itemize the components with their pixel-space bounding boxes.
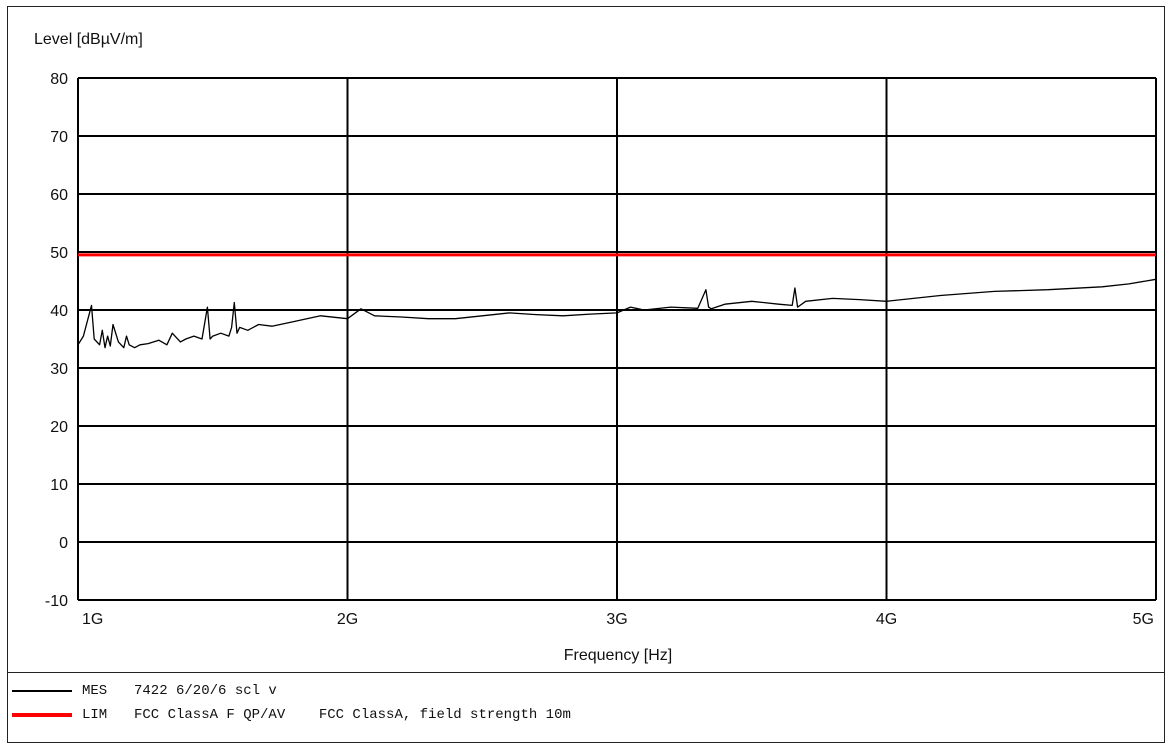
x-tick-label: 4G — [876, 611, 897, 628]
legend-swatch-mes — [12, 690, 72, 692]
y-tick-label: 20 — [50, 419, 68, 436]
y-tick-label: -10 — [45, 593, 68, 610]
legend-code-lim: LIM — [82, 707, 108, 723]
x-tick-label: 5G — [1133, 611, 1154, 628]
y-tick-label: 60 — [50, 187, 68, 204]
series-line-mes — [77, 278, 1157, 349]
grid-lines — [77, 77, 1157, 601]
y-tick-labels: 80 70 60 50 40 30 20 10 0 -10 — [45, 71, 68, 610]
x-tick-labels: 1G 2G 3G 4G 5G — [82, 611, 1154, 628]
legend-swatch-lim — [12, 713, 72, 717]
y-tick-label: 80 — [50, 71, 68, 88]
legend-code-mes: MES — [82, 683, 108, 699]
y-tick-label: 40 — [50, 303, 68, 320]
y-tick-label: 10 — [50, 477, 68, 494]
x-axis-label: Frequency [Hz] — [564, 647, 672, 664]
chart-frame — [7, 6, 1165, 743]
x-tick-label: 3G — [606, 611, 627, 628]
legend-description-lim: FCC ClassA F QP/AV FCC ClassA, field str… — [134, 707, 571, 723]
y-tick-label: 50 — [50, 245, 68, 262]
legend-item-mes: MES 7422 6/20/6 scl v — [12, 683, 277, 699]
y-tick-label: 30 — [50, 361, 68, 378]
y-tick-label: 0 — [59, 535, 68, 552]
legend-description-mes: 7422 6/20/6 scl v — [134, 683, 277, 699]
x-tick-label: 2G — [337, 611, 358, 628]
series-lines — [77, 253, 1157, 349]
legend-separator — [7, 672, 1165, 673]
y-axis-label: Level [dBµV/m] — [34, 31, 143, 48]
y-tick-label: 70 — [50, 129, 68, 146]
legend-item-lim: LIM FCC ClassA F QP/AV FCC ClassA, field… — [12, 707, 571, 723]
x-tick-label: 1G — [82, 611, 103, 628]
